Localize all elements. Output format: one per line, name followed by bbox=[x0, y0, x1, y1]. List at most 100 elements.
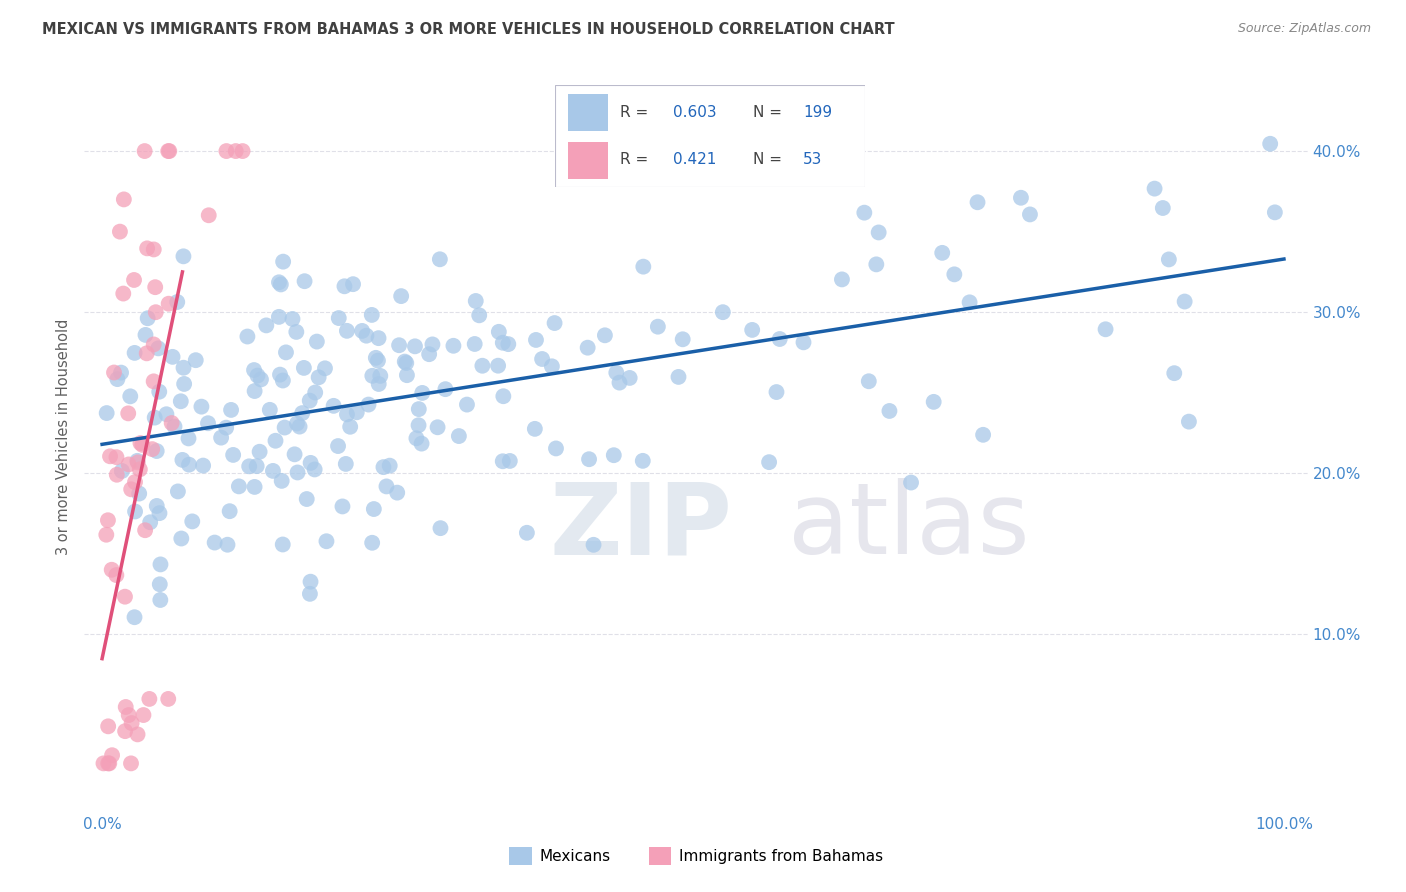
Point bbox=[157, 296, 180, 310]
Legend: Mexicans, Immigrants from Bahamas: Mexicans, Immigrants from Bahamas bbox=[502, 840, 890, 871]
Point bbox=[582, 538, 605, 552]
Point bbox=[308, 370, 330, 384]
Point bbox=[492, 335, 515, 350]
Point bbox=[294, 274, 316, 288]
Point bbox=[134, 144, 156, 158]
Point bbox=[127, 455, 149, 469]
Point bbox=[160, 416, 183, 430]
Point bbox=[112, 193, 135, 207]
Point bbox=[492, 454, 515, 468]
Point bbox=[468, 308, 491, 322]
Point bbox=[357, 398, 380, 412]
Point bbox=[378, 458, 401, 473]
Point bbox=[114, 700, 136, 714]
Point bbox=[271, 537, 294, 551]
Point bbox=[117, 458, 139, 472]
Point bbox=[117, 406, 139, 420]
Point bbox=[243, 384, 266, 398]
Point bbox=[900, 475, 922, 490]
Text: N =: N = bbox=[754, 153, 792, 167]
Point bbox=[209, 431, 232, 445]
Text: 199: 199 bbox=[803, 105, 832, 120]
Point bbox=[149, 593, 172, 607]
Point bbox=[295, 491, 318, 506]
Point bbox=[219, 403, 242, 417]
Point bbox=[112, 286, 135, 301]
Point bbox=[711, 305, 734, 319]
Point bbox=[173, 376, 195, 391]
Text: Source: ZipAtlas.com: Source: ZipAtlas.com bbox=[1237, 22, 1371, 36]
Point bbox=[328, 311, 350, 326]
Point bbox=[360, 308, 382, 322]
Point bbox=[254, 318, 277, 333]
Point bbox=[215, 420, 238, 434]
Point bbox=[447, 429, 470, 443]
Point bbox=[972, 427, 994, 442]
Point bbox=[97, 756, 120, 771]
Point bbox=[271, 254, 294, 268]
Point bbox=[128, 462, 150, 476]
Point bbox=[238, 459, 260, 474]
Point bbox=[101, 748, 124, 763]
Point bbox=[1178, 415, 1201, 429]
FancyBboxPatch shape bbox=[568, 142, 607, 179]
Point bbox=[96, 527, 118, 541]
Point bbox=[831, 272, 853, 286]
FancyBboxPatch shape bbox=[568, 94, 607, 131]
Point bbox=[1152, 201, 1174, 215]
Point bbox=[267, 275, 290, 289]
Point bbox=[492, 389, 515, 403]
Point bbox=[267, 310, 290, 324]
Text: N =: N = bbox=[754, 105, 787, 120]
Point bbox=[609, 376, 631, 390]
Point bbox=[292, 360, 315, 375]
Point bbox=[114, 724, 136, 739]
Text: 0.603: 0.603 bbox=[673, 105, 717, 120]
Point bbox=[120, 389, 142, 403]
Point bbox=[118, 708, 141, 723]
Point bbox=[605, 366, 627, 380]
Point bbox=[163, 419, 186, 434]
Point bbox=[222, 448, 245, 462]
Point bbox=[531, 351, 554, 366]
Point bbox=[197, 208, 219, 222]
Point bbox=[1010, 191, 1032, 205]
Point bbox=[197, 416, 219, 430]
Point bbox=[170, 394, 193, 409]
Point bbox=[170, 532, 193, 546]
Point bbox=[441, 339, 464, 353]
Point bbox=[367, 353, 389, 368]
Point bbox=[273, 420, 295, 434]
Point bbox=[356, 328, 378, 343]
Point bbox=[100, 563, 122, 577]
Point bbox=[868, 226, 890, 240]
Point bbox=[619, 371, 641, 385]
Point bbox=[105, 450, 128, 465]
Point bbox=[792, 335, 814, 350]
Point bbox=[145, 499, 167, 513]
Point bbox=[336, 408, 359, 422]
Point bbox=[769, 332, 792, 346]
Text: MEXICAN VS IMMIGRANTS FROM BAHAMAS 3 OR MORE VEHICLES IN HOUSEHOLD CORRELATION C: MEXICAN VS IMMIGRANTS FROM BAHAMAS 3 OR … bbox=[42, 22, 894, 37]
Point bbox=[404, 339, 426, 353]
Point bbox=[148, 342, 170, 356]
Point bbox=[352, 324, 374, 338]
Point bbox=[429, 521, 451, 535]
Point bbox=[285, 325, 308, 339]
Point bbox=[274, 345, 297, 359]
Point bbox=[346, 405, 368, 419]
Point bbox=[246, 459, 269, 474]
Point bbox=[326, 439, 349, 453]
Point bbox=[157, 144, 180, 158]
Point bbox=[105, 467, 128, 482]
Point bbox=[270, 277, 292, 292]
Point bbox=[314, 361, 336, 376]
Point bbox=[141, 442, 163, 456]
Point bbox=[668, 370, 690, 384]
Point bbox=[516, 525, 538, 540]
Point bbox=[218, 504, 240, 518]
Point bbox=[287, 466, 309, 480]
Point bbox=[139, 516, 162, 530]
Point bbox=[136, 311, 159, 326]
Point bbox=[225, 144, 247, 158]
